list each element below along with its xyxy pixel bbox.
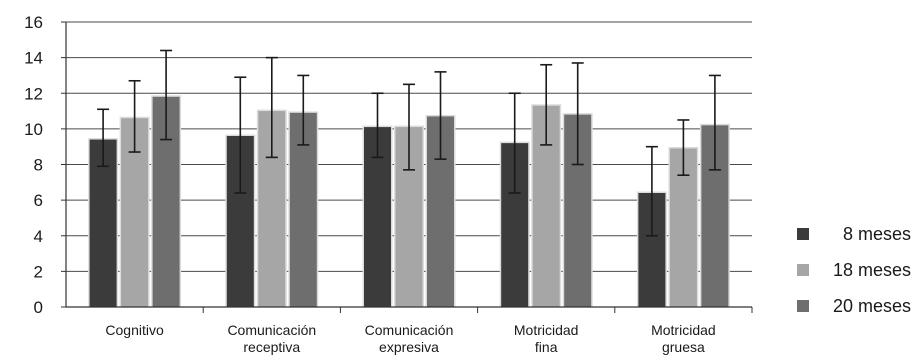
- x-category-label: Cognitivo: [105, 322, 164, 338]
- y-tick-label: 4: [34, 227, 43, 246]
- x-category-label-line: fina: [535, 339, 558, 355]
- x-axis-category-labels: Cognitivo Comunicación receptivaComunicaci…: [105, 322, 715, 355]
- legend-label: 18 meses: [833, 260, 911, 280]
- y-axis-tick-labels: 0 2 4 6 8 10 12 14 16: [24, 13, 43, 317]
- axes: [61, 21, 753, 313]
- x-category-label: Motricidad gruesa: [651, 322, 716, 355]
- legend-swatch: [797, 228, 809, 240]
- y-tick-label: 2: [34, 262, 43, 281]
- y-tick-label: 0: [34, 298, 43, 317]
- x-category-label: Motricidad fina: [514, 322, 579, 355]
- legend-swatch: [797, 264, 809, 276]
- x-category-label-line: Comunicación: [365, 322, 454, 338]
- x-category-label-line: Cognitivo: [105, 322, 164, 338]
- x-category-label-line: Motricidad: [651, 322, 716, 338]
- legend-label: 8 meses: [843, 224, 911, 244]
- y-tick-label: 10: [24, 120, 43, 139]
- legend: 8 meses 18 meses 20 meses: [797, 224, 911, 316]
- y-tick-label: 12: [24, 84, 43, 103]
- bar: [89, 139, 117, 307]
- x-category-label-line: Comunicación: [227, 322, 316, 338]
- y-tick-label: 14: [24, 49, 43, 68]
- y-tick-label: 6: [34, 191, 43, 210]
- x-category-label-line: expresiva: [379, 339, 439, 355]
- y-tick-label: 8: [34, 156, 43, 175]
- legend-label: 20 meses: [833, 296, 911, 316]
- x-category-label: Comunicación receptiva: [227, 322, 316, 355]
- x-category-label-line: gruesa: [662, 339, 705, 355]
- x-category-label-line: Motricidad: [514, 322, 579, 338]
- error-bars: [97, 49, 721, 237]
- x-category-label: Comunicación expresiva: [365, 322, 454, 355]
- x-category-label-line: receptiva: [243, 339, 300, 355]
- y-tick-label: 16: [24, 13, 43, 32]
- legend-swatch: [797, 300, 809, 312]
